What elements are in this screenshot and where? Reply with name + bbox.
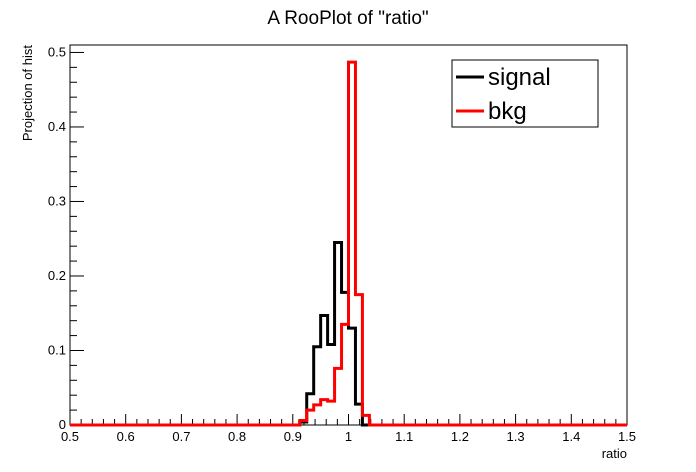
x-tick-label: 1.3 <box>507 429 525 444</box>
legend: signal bkg <box>451 59 599 128</box>
x-tick-label: 1.5 <box>618 429 636 444</box>
legend-box <box>451 59 599 128</box>
series-bkg <box>70 60 627 427</box>
y-axis: 0 0.1 0.2 0.3 0.4 0.5 <box>48 44 84 432</box>
x-tick-label: 1.4 <box>562 429 580 444</box>
chart-title: A RooPlot of "ratio" <box>267 8 428 29</box>
x-tick-label: 0.7 <box>172 429 190 444</box>
y-tick-label: 0.3 <box>48 193 66 208</box>
series-line-bkg <box>70 60 627 427</box>
x-tick-label: 0.8 <box>228 429 246 444</box>
x-tick-label: 1 <box>345 429 352 444</box>
y-tick-label: 0.4 <box>48 119 66 134</box>
y-tick-label: 0.5 <box>48 44 66 59</box>
series-layer <box>70 60 627 427</box>
x-axis-label: ratio <box>602 446 627 461</box>
x-tick-label: 0.5 <box>61 429 79 444</box>
histogram-bin-bkg <box>328 401 335 425</box>
x-tick-label: 1.2 <box>451 429 469 444</box>
legend-label-signal: signal <box>488 64 551 91</box>
y-tick-label: 0 <box>59 417 66 432</box>
y-axis-label: Projection of hist <box>20 45 35 141</box>
x-tick-label: 1.1 <box>395 429 413 444</box>
x-tick-label: 0.9 <box>284 429 302 444</box>
y-tick-label: 0.2 <box>48 268 66 283</box>
x-tick-label: 0.6 <box>117 429 135 444</box>
y-tick-label: 0.1 <box>48 342 66 357</box>
legend-label-bkg: bkg <box>488 98 527 125</box>
